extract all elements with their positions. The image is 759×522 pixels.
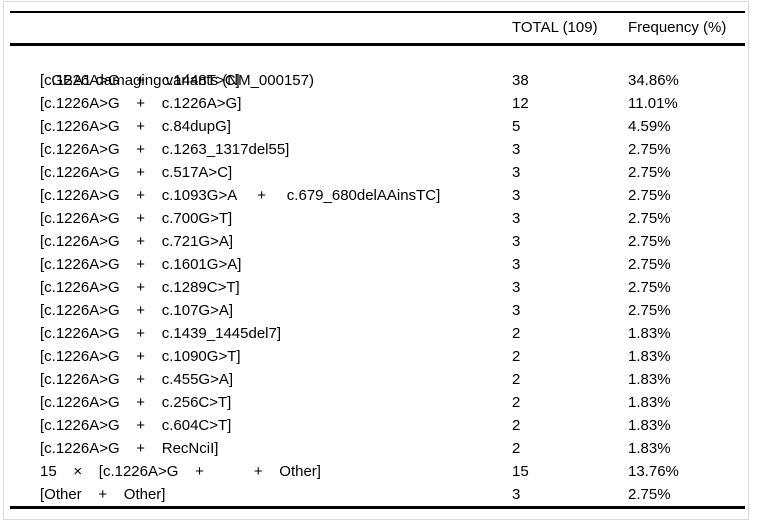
variant-cell: [Other + Other]: [40, 486, 166, 503]
frequency-cell: 13.76%: [628, 463, 679, 480]
total-cell: 3: [512, 187, 521, 204]
variant-cell: [c.1226A>G + c.1226A>G]: [40, 95, 242, 112]
total-cell: 38: [512, 72, 529, 89]
table-row: 15 × [c.1226A>G + + Other] 15 13.76%: [10, 460, 745, 483]
frequency-cell: 2.75%: [628, 279, 671, 296]
variant-cell: [c.1226A>G + c.721G>A]: [40, 233, 234, 250]
table-row: [c.1226A>G + c.1601G>A] 3 2.75%: [10, 253, 745, 276]
frequency-cell: 1.83%: [628, 417, 671, 434]
total-cell: 3: [512, 256, 521, 273]
total-cell: 12: [512, 95, 529, 112]
variant-cell: [c.1226A>G + c.107G>A]: [40, 302, 234, 319]
total-cell: 2: [512, 394, 521, 411]
frequency-cell: 4.59%: [628, 118, 671, 135]
table-body: GBA1 damaging variants (NM_000157) [c.12…: [10, 46, 745, 506]
total-cell: 3: [512, 164, 521, 181]
table-row: [c.1226A>G + c.1439_1445del7] 2 1.83%: [10, 322, 745, 345]
frequency-cell: 2.75%: [628, 233, 671, 250]
table-row: [c.1226A>G + RecNciI] 2 1.83%: [10, 437, 745, 460]
variant-cell: [c.1226A>G + c.1601G>A]: [40, 256, 242, 273]
variant-cell: [c.1226A>G + c.700G>T]: [40, 210, 233, 227]
variant-cell: [c.1226A>G + c.84dupG]: [40, 118, 231, 135]
column-header-frequency: Frequency (%): [628, 19, 727, 36]
frequency-cell: 2.75%: [628, 486, 671, 503]
table-header-row: TOTAL (109) Frequency (%): [10, 13, 745, 43]
table-header: TOTAL (109) Frequency (%): [10, 13, 745, 46]
variant-cell: [c.1226A>G + RecNciI]: [40, 440, 219, 457]
frequency-cell: 1.83%: [628, 394, 671, 411]
total-cell: 2: [512, 325, 521, 342]
total-cell: 2: [512, 440, 521, 457]
variant-cell: [c.1226A>G + c.604C>T]: [40, 417, 232, 434]
total-cell: 3: [512, 210, 521, 227]
frequency-cell: 34.86%: [628, 72, 679, 89]
table-row: [c.1226A>G + c.1226A>G] 12 11.01%: [10, 92, 745, 115]
frequency-cell: 1.83%: [628, 348, 671, 365]
group-header-row: GBA1 damaging variants (NM_000157): [10, 46, 745, 89]
table-row: [c.1226A>G + c.721G>A] 3 2.75%: [10, 230, 745, 253]
frequency-cell: 1.83%: [628, 440, 671, 457]
table-row: [c.1226A>G + c.256C>T] 2 1.83%: [10, 391, 745, 414]
table-row: [c.1226A>G + c.84dupG] 5 4.59%: [10, 115, 745, 138]
variant-cell: [c.1226A>G + c.1439_1445del7]: [40, 325, 282, 342]
table-row: [c.1226A>G + c.1448T>C] 38 34.86%: [10, 69, 745, 92]
column-header-total: TOTAL (109): [512, 19, 598, 36]
table-row: [Other + Other] 3 2.75%: [10, 483, 745, 506]
frequency-cell: 11.01%: [628, 95, 678, 112]
table-row: [c.1226A>G + c.455G>A] 2 1.83%: [10, 368, 745, 391]
table-rows: [c.1226A>G + c.1448T>C] 38 34.86% [c.122…: [10, 69, 745, 506]
variant-cell: 15 × [c.1226A>G + + Other]: [40, 463, 321, 480]
variant-cell: [c.1226A>G + c.256C>T]: [40, 394, 232, 411]
variants-table: TOTAL (109) Frequency (%) GBA1 damaging …: [10, 11, 745, 509]
total-cell: 3: [512, 302, 521, 319]
frequency-cell: 2.75%: [628, 302, 671, 319]
variant-cell: [c.1226A>G + c.455G>A]: [40, 371, 234, 388]
variant-cell: [c.1226A>G + c.517A>C]: [40, 164, 233, 181]
frequency-cell: 1.83%: [628, 325, 671, 342]
table-row: [c.1226A>G + c.107G>A] 3 2.75%: [10, 299, 745, 322]
table-row: [c.1226A>G + c.604C>T] 2 1.83%: [10, 414, 745, 437]
table-row: [c.1226A>G + c.700G>T] 3 2.75%: [10, 207, 745, 230]
total-cell: 2: [512, 348, 521, 365]
variant-cell: [c.1226A>G + c.1289C>T]: [40, 279, 240, 296]
table-row: [c.1226A>G + c.1093G>A + c.679_680delAAi…: [10, 184, 745, 207]
table-row: [c.1226A>G + c.1289C>T] 3 2.75%: [10, 276, 745, 299]
frequency-cell: 2.75%: [628, 141, 671, 158]
frequency-cell: 2.75%: [628, 210, 671, 227]
total-cell: 3: [512, 486, 521, 503]
variant-cell: [c.1226A>G + c.1093G>A + c.679_680delAAi…: [40, 187, 441, 204]
frequency-cell: 1.83%: [628, 371, 671, 388]
variant-cell: [c.1226A>G + c.1448T>C]: [40, 72, 240, 89]
table-row: [c.1226A>G + c.1263_1317del55] 3 2.75%: [10, 138, 745, 161]
total-cell: 2: [512, 417, 521, 434]
variant-cell: [c.1226A>G + c.1263_1317del55]: [40, 141, 290, 158]
total-cell: 5: [512, 118, 521, 135]
variant-cell: [c.1226A>G + c.1090G>T]: [40, 348, 241, 365]
total-cell: 3: [512, 279, 521, 296]
table-row: [c.1226A>G + c.517A>C] 3 2.75%: [10, 161, 745, 184]
frequency-cell: 2.75%: [628, 256, 671, 273]
group-header-label: GBA1 damaging variants (NM_000157): [51, 72, 314, 89]
total-cell: 2: [512, 371, 521, 388]
frequency-cell: 2.75%: [628, 187, 671, 204]
frequency-cell: 2.75%: [628, 164, 671, 181]
total-cell: 15: [512, 463, 529, 480]
table-row: [c.1226A>G + c.1090G>T] 2 1.83%: [10, 345, 745, 368]
total-cell: 3: [512, 233, 521, 250]
total-cell: 3: [512, 141, 521, 158]
